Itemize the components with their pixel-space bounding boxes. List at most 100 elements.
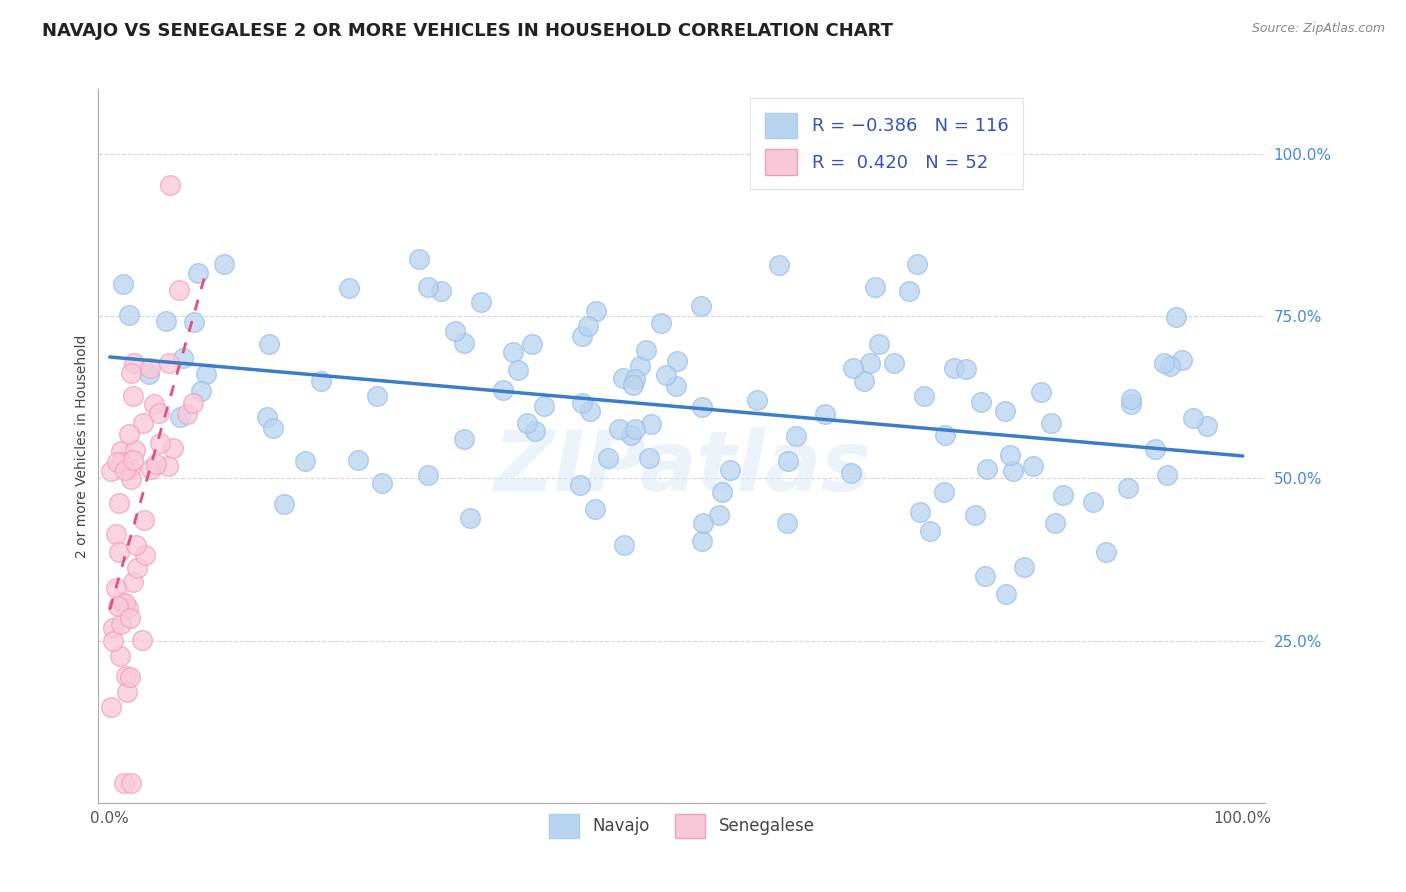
Point — [974, 569, 997, 583]
Point — [148, 406, 170, 420]
Point — [118, 671, 141, 685]
Point — [607, 422, 630, 436]
Point — [1153, 356, 1175, 370]
Point — [912, 389, 935, 403]
Legend: Navajo, Senegalese: Navajo, Senegalese — [543, 807, 821, 845]
Point — [970, 395, 993, 409]
Point — [841, 361, 863, 376]
Point — [776, 516, 799, 530]
Point — [994, 404, 1017, 418]
Point — [640, 417, 662, 431]
Point — [1012, 560, 1035, 574]
Point — [621, 377, 644, 392]
Point — [120, 366, 142, 380]
Point — [115, 669, 138, 683]
Point — [107, 599, 129, 613]
Point — [118, 426, 141, 441]
Point — [655, 368, 678, 383]
Point — [194, 367, 217, 381]
Point — [416, 468, 439, 483]
Point — [859, 356, 882, 370]
Point — [115, 685, 138, 699]
Point — [692, 516, 714, 530]
Point — [568, 477, 591, 491]
Point — [111, 277, 134, 291]
Point — [634, 343, 657, 357]
Point — [502, 344, 524, 359]
Point — [120, 472, 142, 486]
Point — [1156, 468, 1178, 483]
Y-axis label: 2 or more Vehicles in Household: 2 or more Vehicles in Household — [75, 334, 89, 558]
Point — [522, 337, 544, 351]
Point — [506, 362, 529, 376]
Point — [955, 361, 977, 376]
Point — [1045, 516, 1067, 531]
Point — [1171, 353, 1194, 368]
Point — [176, 407, 198, 421]
Point — [533, 400, 555, 414]
Point — [814, 407, 837, 421]
Point — [100, 464, 122, 478]
Point — [108, 545, 131, 559]
Point — [162, 442, 184, 456]
Point — [453, 432, 475, 446]
Point — [718, 463, 741, 477]
Point — [100, 699, 122, 714]
Point — [624, 372, 647, 386]
Point — [105, 455, 128, 469]
Point — [132, 416, 155, 430]
Point — [579, 404, 602, 418]
Point — [212, 257, 235, 271]
Point — [883, 356, 905, 370]
Point — [963, 508, 986, 522]
Point — [294, 454, 316, 468]
Point — [612, 371, 634, 385]
Point — [491, 383, 513, 397]
Text: ZIPatlas: ZIPatlas — [494, 427, 870, 508]
Point — [157, 357, 180, 371]
Point — [112, 776, 135, 790]
Point — [624, 421, 647, 435]
Point — [1181, 410, 1204, 425]
Point — [690, 401, 713, 415]
Point — [114, 463, 136, 477]
Point — [257, 336, 280, 351]
Point — [1083, 495, 1105, 509]
Point — [110, 444, 132, 458]
Point — [998, 448, 1021, 462]
Point — [122, 453, 145, 467]
Point — [934, 428, 956, 442]
Point — [262, 420, 284, 434]
Point — [430, 284, 453, 298]
Point — [516, 416, 538, 430]
Point — [183, 315, 205, 329]
Point — [366, 389, 388, 403]
Point — [337, 280, 360, 294]
Point — [121, 389, 143, 403]
Point — [768, 258, 790, 272]
Point — [132, 513, 155, 527]
Point — [523, 424, 546, 438]
Point — [943, 361, 966, 376]
Point — [169, 409, 191, 424]
Point — [134, 548, 156, 562]
Point — [1040, 416, 1063, 430]
Point — [443, 324, 465, 338]
Point — [690, 533, 713, 548]
Point — [157, 459, 180, 474]
Point — [155, 314, 177, 328]
Point — [101, 621, 124, 635]
Point — [125, 561, 148, 575]
Point — [785, 429, 807, 443]
Point — [453, 336, 475, 351]
Point — [273, 497, 295, 511]
Point — [666, 353, 689, 368]
Point — [408, 252, 430, 267]
Point — [1159, 359, 1181, 373]
Point — [1029, 385, 1052, 400]
Point — [167, 283, 190, 297]
Point — [994, 587, 1017, 601]
Point — [897, 284, 920, 298]
Point — [665, 379, 688, 393]
Point — [1164, 310, 1187, 325]
